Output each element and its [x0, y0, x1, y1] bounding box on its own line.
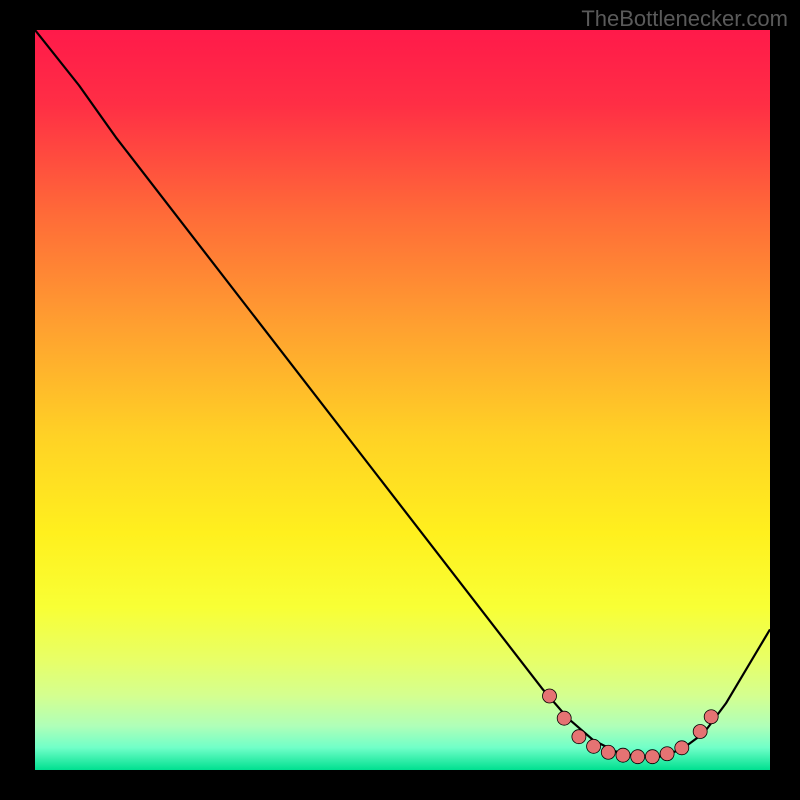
data-marker [572, 730, 586, 744]
data-marker [693, 725, 707, 739]
data-marker [543, 689, 557, 703]
data-marker [601, 745, 615, 759]
data-marker [660, 747, 674, 761]
chart-svg [35, 30, 770, 770]
chart-container [35, 30, 770, 770]
data-marker [616, 748, 630, 762]
chart-background [35, 30, 770, 770]
data-marker [631, 750, 645, 764]
data-marker [587, 739, 601, 753]
data-marker [704, 710, 718, 724]
data-marker [675, 741, 689, 755]
data-marker [557, 711, 571, 725]
data-marker [645, 750, 659, 764]
watermark-text: TheBottlenecker.com [581, 6, 788, 32]
